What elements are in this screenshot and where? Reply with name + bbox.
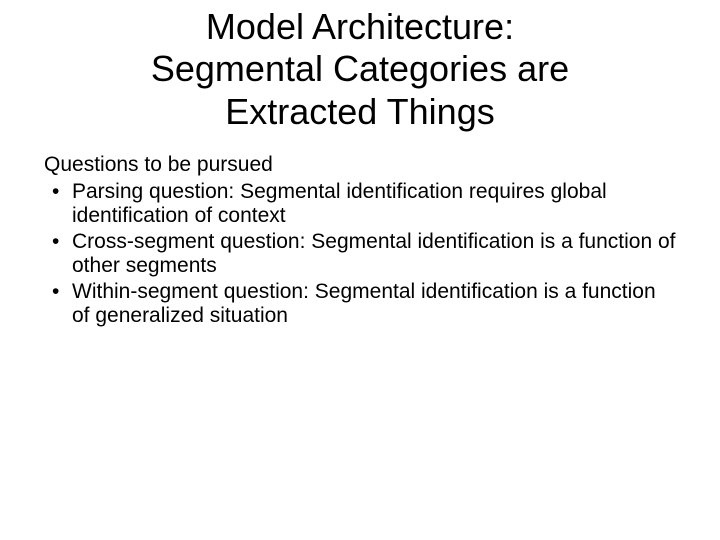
bullet-list: Parsing question: Segmental identificati… xyxy=(44,180,676,329)
title-line-1: Model Architecture: xyxy=(206,6,514,47)
slide-title: Model Architecture: Segmental Categories… xyxy=(44,6,676,133)
title-line-2: Segmental Categories are xyxy=(151,48,569,89)
slide: Model Architecture: Segmental Categories… xyxy=(0,0,720,540)
title-line-3: Extracted Things xyxy=(225,91,494,132)
list-item: Within-segment question: Segmental ident… xyxy=(72,280,676,328)
subheading: Questions to be pursued xyxy=(44,153,676,177)
list-item: Cross-segment question: Segmental identi… xyxy=(72,230,676,278)
list-item: Parsing question: Segmental identificati… xyxy=(72,180,676,228)
